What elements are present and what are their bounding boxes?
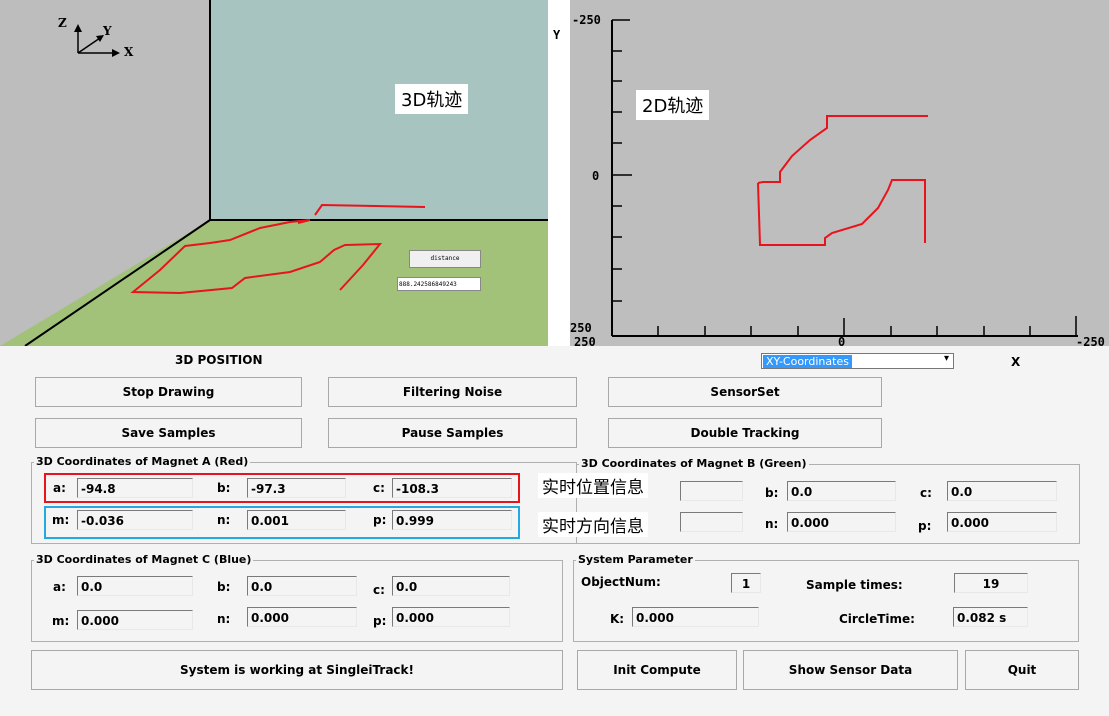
magnet-a-m-field: -0.036 <box>77 510 193 530</box>
magnet-c-a-field: 0.0 <box>77 576 193 596</box>
magnet-c-p-label: p: <box>373 614 387 628</box>
magnet-c-p-field: 0.000 <box>392 607 510 627</box>
3d-trajectory-view: Z Y X 3D轨迹 distance 888.242586849243 <box>0 0 548 346</box>
magnet-b-b-label: b: <box>765 486 779 500</box>
magnet-b-title: 3D Coordinates of Magnet B (Green) <box>579 457 809 470</box>
circle-time-label: CircleTime: <box>839 612 915 626</box>
magnet-a-a-field: -94.8 <box>77 478 193 498</box>
magnet-c-n-field: 0.000 <box>247 607 357 627</box>
x-ticks <box>657 316 1077 336</box>
magnet-a-m-label: m: <box>52 513 70 527</box>
object-num-label: ObjectNum: <box>581 575 661 589</box>
magnet-a-c-field: -108.3 <box>392 478 512 498</box>
magnet-c-c-field: 0.0 <box>392 576 510 596</box>
axis-x-label: X <box>124 45 134 59</box>
2d-plot <box>611 19 1078 337</box>
magnet-b-group: 3D Coordinates of Magnet B (Green) <box>576 457 1080 544</box>
x-arrow-icon <box>112 49 120 57</box>
x-left-label: 250 <box>574 335 596 347</box>
2d-trace-path <box>757 115 928 246</box>
k-field: 0.000 <box>632 607 759 627</box>
distance-button[interactable]: distance <box>409 250 481 268</box>
corner-edge-diagonal <box>24 219 211 346</box>
3d-position-caption: 3D POSITION <box>175 353 263 367</box>
object-num-field[interactable]: 1 <box>731 573 761 593</box>
3d-trajectory-label: 3D轨迹 <box>395 84 469 114</box>
magnet-b-a-field <box>680 481 743 501</box>
magnet-b-c-label: c: <box>920 486 932 500</box>
y-bottom-label: 250 <box>570 321 592 335</box>
sample-times-label: Sample times: <box>806 578 903 592</box>
3d-trace-path <box>130 203 426 295</box>
k-label: K: <box>610 612 625 626</box>
magnet-c-m-field: 0.000 <box>77 610 193 630</box>
axis-z-label: Z <box>58 16 67 30</box>
y-axis-line <box>77 37 101 54</box>
show-sensor-data-button[interactable]: Show Sensor Data <box>743 650 958 690</box>
x-right-label: -250 <box>1076 335 1105 347</box>
filtering-noise-button[interactable]: Filtering Noise <box>328 377 577 407</box>
magnet-b-b-field: 0.0 <box>787 481 896 501</box>
y-mid-label: 0 <box>592 169 600 183</box>
direction-highlight-box <box>44 506 520 539</box>
magnet-b-m-field <box>680 512 743 532</box>
2d-trajectory-view: -250 0 250 250 0 -250 2D轨迹 <box>570 0 1109 347</box>
circle-time-field: 0.082 s <box>953 607 1028 627</box>
coordinate-select[interactable]: XY-Coordinates ▾ <box>761 353 954 369</box>
magnet-a-b-field: -97.3 <box>247 478 346 498</box>
magnet-c-b-label: b: <box>217 580 231 594</box>
magnet-a-b-label: b: <box>217 481 231 495</box>
init-compute-button[interactable]: Init Compute <box>577 650 737 690</box>
y-top-label: -250 <box>572 13 601 27</box>
x-mid-label: 0 <box>838 335 846 347</box>
magnet-a-p-label: p: <box>373 513 387 527</box>
magnet-a-p-field: 0.999 <box>392 510 512 530</box>
y-axis-title: Y <box>553 28 561 42</box>
magnet-c-n-label: n: <box>217 612 231 626</box>
magnet-c-group: 3D Coordinates of Magnet C (Blue) <box>31 553 563 642</box>
magnet-b-p-field: 0.000 <box>947 512 1057 532</box>
magnet-b-n-field: 0.000 <box>787 512 896 532</box>
magnet-c-m-label: m: <box>52 614 70 628</box>
distance-value-field: 888.242586849243 <box>397 277 481 291</box>
magnet-a-n-label: n: <box>217 513 231 527</box>
y-ticks <box>612 19 632 302</box>
axis-y-label: Y <box>103 24 112 38</box>
magnet-a-c-label: c: <box>373 481 385 495</box>
sample-times-field: 19 <box>954 573 1028 593</box>
z-arrow-icon <box>74 24 82 32</box>
magnet-b-c-field: 0.0 <box>947 481 1057 501</box>
magnet-a-title: 3D Coordinates of Magnet A (Red) <box>34 455 251 468</box>
y-arrow-icon <box>96 35 104 42</box>
position-highlight-box <box>44 473 520 503</box>
magnet-c-b-field: 0.0 <box>247 576 357 596</box>
position-info-annotation: 实时位置信息 <box>538 473 648 498</box>
coordinate-select-value: XY-Coordinates <box>763 355 852 368</box>
3d-scene <box>0 0 548 346</box>
magnet-a-a-label: a: <box>53 481 66 495</box>
back-wall <box>210 0 548 220</box>
status-bar: System is working at SingleiTrack! <box>31 650 563 690</box>
sensor-set-button[interactable]: SensorSet <box>608 377 882 407</box>
magnet-c-c-label: c: <box>373 583 385 597</box>
2d-trajectory-label: 2D轨迹 <box>636 90 710 120</box>
magnet-c-a-label: a: <box>53 580 66 594</box>
save-samples-button[interactable]: Save Samples <box>35 418 302 448</box>
dropdown-arrow-icon: ▾ <box>943 353 949 364</box>
pause-samples-button[interactable]: Pause Samples <box>328 418 577 448</box>
system-parameter-group: System Parameter <box>573 553 1079 642</box>
magnet-a-group: 3D Coordinates of Magnet A (Red) <box>31 455 577 544</box>
double-tracking-button[interactable]: Double Tracking <box>608 418 882 448</box>
stop-drawing-button[interactable]: Stop Drawing <box>35 377 302 407</box>
magnet-b-p-label: p: <box>918 519 932 533</box>
magnet-c-title: 3D Coordinates of Magnet C (Blue) <box>34 553 254 566</box>
system-parameter-title: System Parameter <box>576 553 695 566</box>
x-axis-title: X <box>1011 355 1021 369</box>
magnet-a-n-field: 0.001 <box>247 510 346 530</box>
direction-info-annotation: 实时方向信息 <box>538 512 648 537</box>
quit-button[interactable]: Quit <box>965 650 1079 690</box>
magnet-b-n-label: n: <box>765 517 779 531</box>
